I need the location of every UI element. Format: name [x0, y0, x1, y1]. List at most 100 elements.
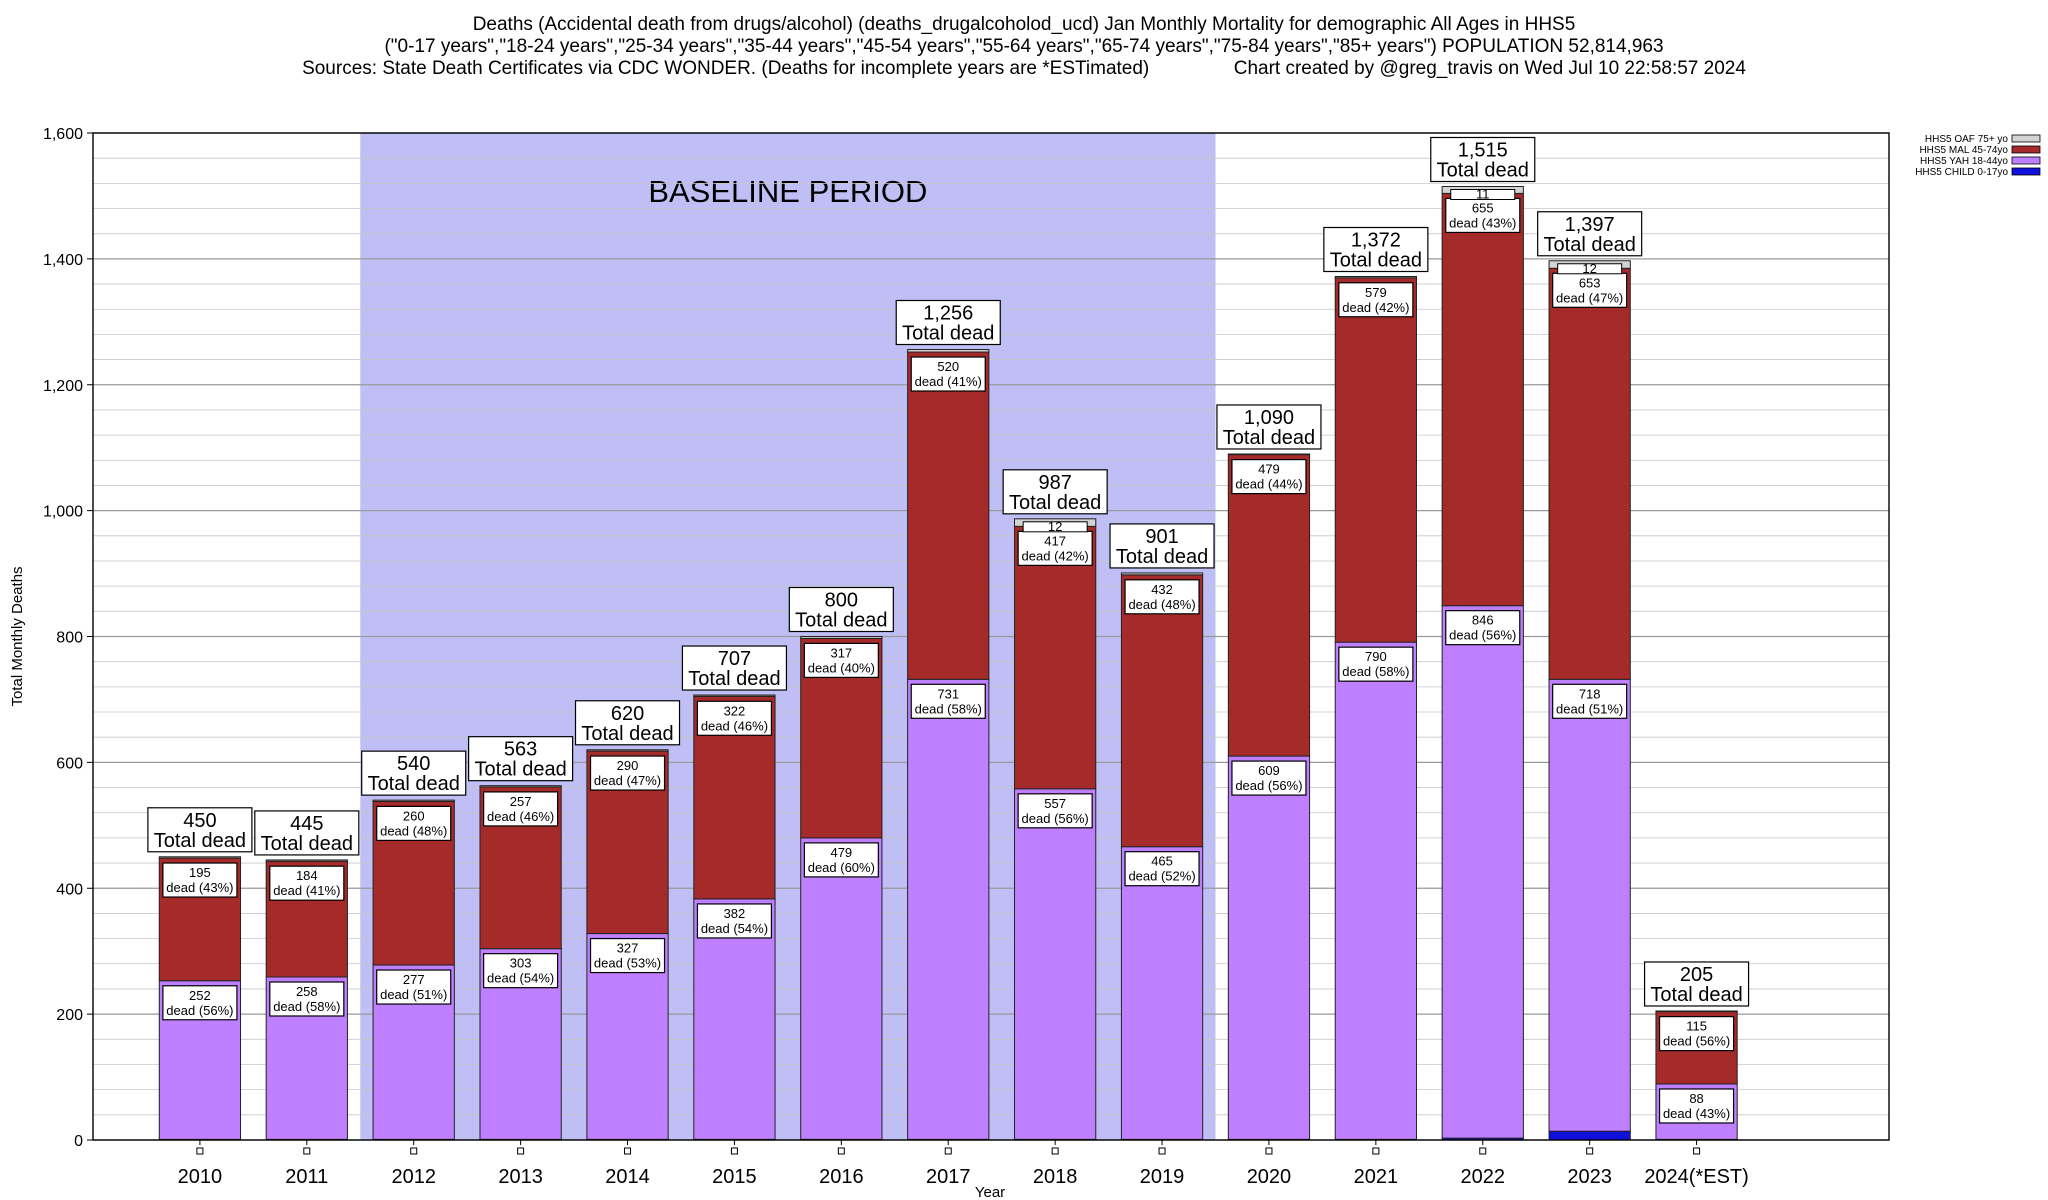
total-label-value: 450 — [183, 810, 216, 832]
x-marker — [410, 1147, 418, 1155]
segment-label-value: 257 — [510, 794, 532, 809]
segment-label-pct: dead (51%) — [380, 987, 447, 1002]
total-label-suffix: Total dead — [1650, 984, 1742, 1006]
total-label-box — [254, 810, 360, 856]
total-label-box — [468, 736, 574, 782]
segment-label-box — [483, 953, 559, 989]
bar-segment — [1227, 755, 1311, 1140]
bar-segment — [800, 837, 883, 1140]
segment-label-pct: dead (60%) — [808, 860, 875, 875]
total-label-box — [788, 586, 894, 633]
y-tick-label: 1,400 — [43, 252, 83, 269]
bar-segment — [1120, 572, 1204, 576]
segment-label-pct: dead (48%) — [380, 823, 447, 838]
y-axis-label: Total Monthly Deaths — [9, 566, 26, 706]
total-label-box — [147, 807, 253, 853]
total-label-value: 1,256 — [923, 303, 973, 325]
y-tick-label: 1,000 — [43, 504, 83, 521]
x-tick-label: 2024(*EST) — [1644, 1166, 1749, 1188]
segment-label-pct: dead (43%) — [1449, 215, 1516, 230]
bar-segment — [1441, 192, 1524, 607]
total-label-suffix: Total dead — [1437, 159, 1529, 181]
total-label-suffix: Total dead — [795, 610, 887, 632]
x-marker — [1586, 1147, 1594, 1155]
x-tick-label: 2018 — [1033, 1166, 1078, 1188]
segment-label-box — [1231, 459, 1307, 495]
total-label-value: 800 — [825, 590, 858, 612]
total-label-value: 445 — [290, 813, 323, 835]
x-tick-label: 2015 — [712, 1166, 757, 1188]
x-tick-label: 2011 — [285, 1166, 328, 1188]
y-tick-label: 200 — [56, 1007, 83, 1024]
segment-label-pct: dead (41%) — [915, 374, 982, 389]
x-axis-label: Year — [975, 1184, 1005, 1200]
segment-label-pct: dead (58%) — [1342, 664, 1409, 679]
oaf-label-value: 11 — [1476, 186, 1490, 201]
segment-label-box — [1017, 793, 1093, 829]
x-tick-label: 2022 — [1461, 1166, 1506, 1188]
y-tick-label: 800 — [56, 630, 83, 647]
bar-segment — [1227, 453, 1311, 456]
bar-segment — [907, 351, 990, 680]
title-line-3: Sources: State Death Certificates via CD… — [302, 58, 1746, 79]
total-label-value: 901 — [1145, 526, 1178, 548]
x-tick-label: 2021 — [1354, 1166, 1399, 1188]
x-tick-label: 2023 — [1567, 1166, 1612, 1188]
segment-label-pct: dead (58%) — [915, 701, 982, 716]
y-tick-label: 600 — [56, 755, 83, 772]
x-tick-label: 2016 — [819, 1166, 864, 1188]
total-label-box — [1109, 523, 1215, 569]
segment-label-box — [1658, 1088, 1735, 1124]
segment-label-value: 579 — [1365, 285, 1387, 300]
segment-label-value: 327 — [617, 941, 639, 956]
x-marker — [303, 1147, 311, 1155]
segment-label-pct: dead (56%) — [1022, 811, 1089, 826]
segment-label-value: 195 — [189, 865, 211, 880]
legend-label: HHS5 OAF 75+ yo — [1925, 134, 2009, 145]
total-label-value: 1,090 — [1244, 407, 1294, 429]
bar-segment — [1548, 1130, 1631, 1141]
x-marker — [624, 1147, 632, 1155]
baseline-label: BASELINE PERIOD — [648, 174, 927, 209]
segment-label-value: 653 — [1579, 275, 1601, 290]
bar-segment — [1441, 605, 1524, 1139]
segment-label-value: 465 — [1151, 854, 1173, 869]
total-label-box — [1430, 136, 1536, 183]
total-label-value: 1,372 — [1351, 229, 1401, 251]
y-tick-label: 400 — [56, 881, 83, 898]
segment-label-box — [589, 937, 666, 974]
segment-label-box — [162, 862, 238, 898]
total-label-suffix: Total dead — [261, 833, 353, 855]
x-marker — [1479, 1147, 1487, 1155]
oaf-label-box — [1022, 521, 1088, 533]
axes: 0 200 400 600 800 1,000 1,200 1,400 1,600 2010 201… — [9, 126, 1890, 1200]
segment-label-value: 655 — [1472, 200, 1494, 215]
bar-segment — [158, 856, 242, 859]
x-tick-label: 2010 — [178, 1166, 223, 1188]
segment-label-box — [162, 985, 238, 1021]
bar-segment — [1548, 678, 1631, 1132]
segment-label-pct: dead (42%) — [1022, 548, 1089, 563]
total-label-value: 1,515 — [1458, 139, 1508, 161]
total-label-suffix: Total dead — [368, 773, 460, 795]
segment-label-value: 417 — [1044, 533, 1066, 548]
x-marker — [1051, 1147, 1059, 1155]
segment-label-pct: dead (54%) — [701, 921, 768, 936]
bar-segment — [693, 694, 776, 697]
segment-label-box — [1124, 851, 1200, 887]
total-label-suffix: Total dead — [154, 830, 246, 852]
total-label-suffix: Total dead — [1223, 427, 1315, 449]
x-tick-label: 2013 — [498, 1166, 543, 1188]
total-label-suffix: Total dead — [1116, 546, 1208, 568]
segment-label-pct: dead (53%) — [594, 956, 661, 971]
segment-label-box — [1658, 1016, 1735, 1052]
segment-label-pct: dead (43%) — [166, 880, 233, 895]
total-label-value: 987 — [1038, 472, 1071, 494]
bar-segment — [1120, 574, 1204, 848]
segment-label-value: 115 — [1686, 1019, 1707, 1034]
segment-label-box — [1338, 282, 1414, 318]
bar-segment — [1655, 1010, 1738, 1013]
